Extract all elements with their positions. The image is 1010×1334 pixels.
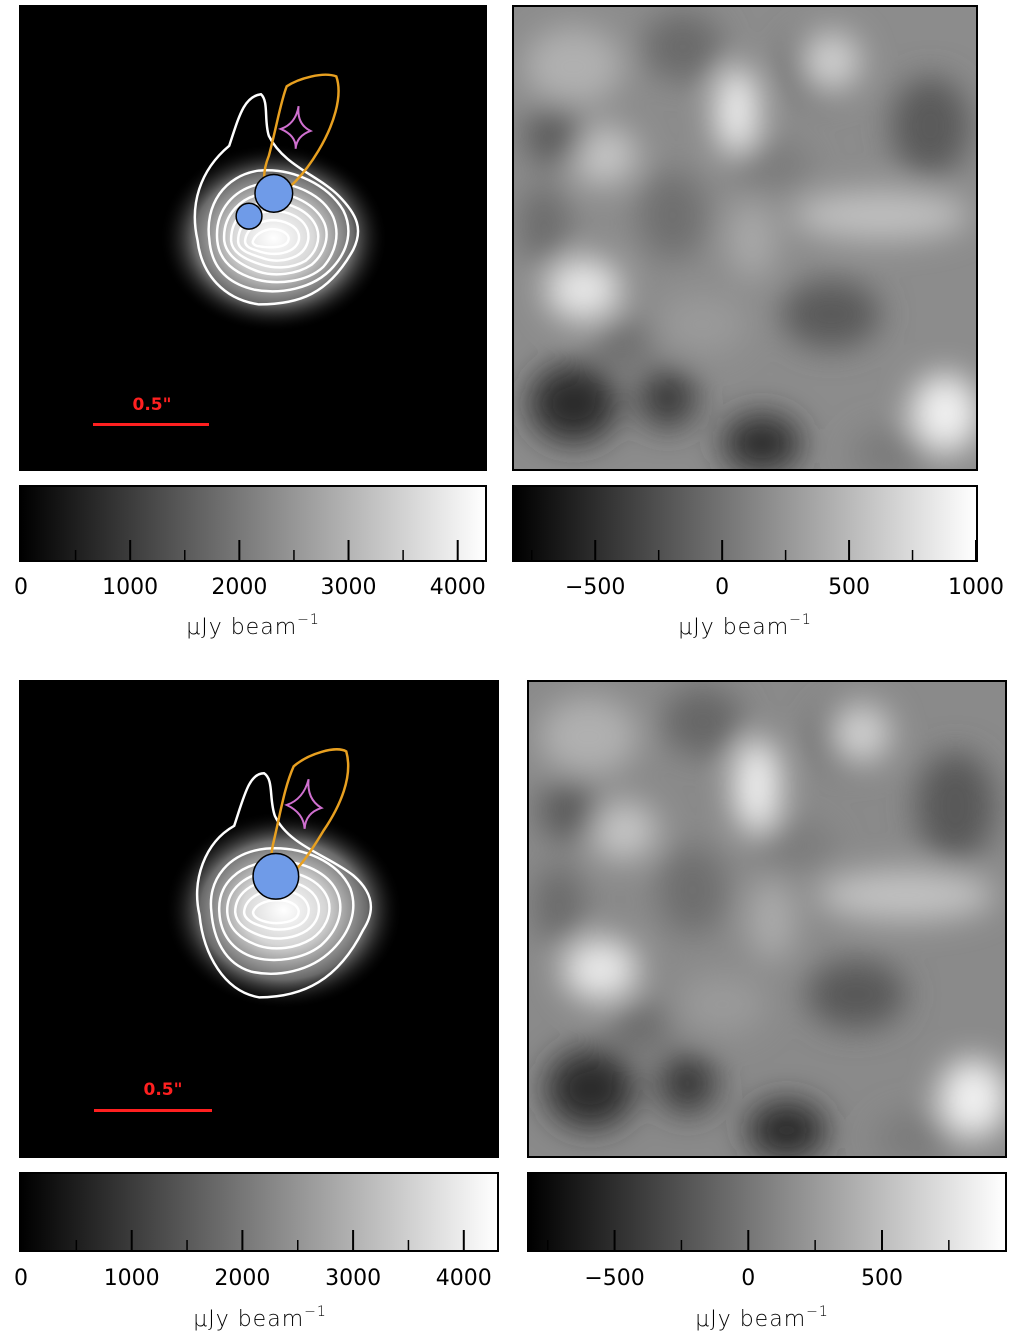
colorbar-ticks [20, 1230, 465, 1250]
caustic-curve [284, 778, 324, 829]
residual-noise [533, 686, 1005, 1156]
emission-glow [164, 810, 403, 1010]
scale-bar [94, 1109, 212, 1112]
colorbar-tick-label: −500 [584, 1266, 645, 1291]
colorbar-unit-label: μJy beam−1 [193, 1304, 327, 1332]
residual-panel [512, 5, 978, 471]
residual-colorbar [527, 1172, 1007, 1252]
model-image-panel: 0.5" [19, 680, 499, 1158]
scale-bar-label: 0.5" [132, 395, 172, 415]
colorbar-unit-label: μJy beam−1 [695, 1304, 829, 1332]
colorbar-tick-label: 4000 [435, 1266, 492, 1291]
source-component-a [252, 852, 300, 900]
model-image-svg [164, 748, 403, 1010]
residual-panel [527, 680, 1007, 1158]
colorbar-tick-label: 0 [741, 1266, 756, 1291]
colorbar-ticks [546, 1230, 950, 1250]
residual-colorbar [512, 485, 978, 562]
source-plane-outline [262, 73, 340, 202]
colorbar-tick-label: 1000 [948, 575, 1004, 600]
colorbar-tick-label: −500 [565, 575, 626, 600]
colorbar-unit-label: μJy beam−1 [678, 612, 812, 640]
residual-noise [518, 11, 976, 469]
colorbar-tick-label: 3000 [325, 1266, 382, 1291]
colorbar-tick-label: 4000 [429, 575, 486, 600]
model-image-svg [159, 73, 388, 333]
scale-bar-label: 0.5" [143, 1080, 183, 1100]
source-component-b [235, 202, 263, 230]
model-image-panel: 0.5" [19, 5, 487, 471]
flux-contours [193, 92, 360, 306]
colorbar-ticks [531, 540, 977, 560]
colorbar-tick-label: 2000 [211, 575, 268, 600]
image-colorbar [19, 485, 487, 562]
source-component-a [254, 173, 294, 213]
source-plane-outline [269, 748, 350, 888]
scale-bar [93, 423, 209, 426]
colorbar-unit-label: μJy beam−1 [186, 612, 320, 640]
colorbar-tick-label: 0 [715, 575, 730, 600]
colorbar-ticks [20, 540, 459, 560]
residual-map-svg [518, 11, 976, 469]
colorbar-tick-label: 1000 [103, 1266, 160, 1291]
image-colorbar [19, 1172, 499, 1252]
colorbar-tick-label: 1000 [102, 575, 159, 600]
colorbar-tick-label: 500 [828, 575, 871, 600]
colorbar-tick-label: 0 [14, 575, 28, 600]
residual-map-svg [533, 686, 1005, 1156]
colorbar-tick-label: 0 [14, 1266, 28, 1291]
colorbar-tick-label: 2000 [214, 1266, 271, 1291]
colorbar-tick-label: 3000 [320, 575, 377, 600]
colorbar-tick-label: 500 [860, 1266, 903, 1291]
caustic-curve [278, 105, 314, 149]
